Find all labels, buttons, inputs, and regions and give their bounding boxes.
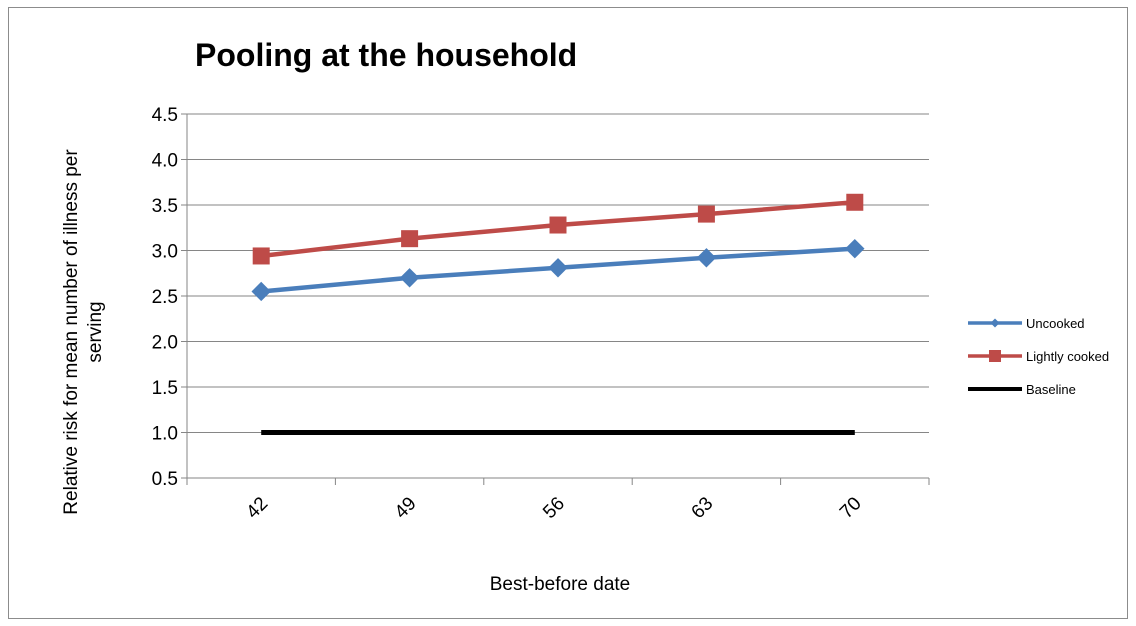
data-point-uncooked bbox=[548, 258, 568, 278]
legend: Uncooked Lightly cooked Baseline bbox=[968, 316, 1109, 397]
y-axis-label-line1: Relative risk for mean number of illness… bbox=[61, 149, 82, 515]
x-tick-label: 56 bbox=[539, 493, 569, 523]
x-tick-label: 49 bbox=[391, 493, 421, 523]
data-point-lightly-cooked bbox=[401, 230, 419, 248]
y-tick-label: 1.0 bbox=[152, 424, 178, 445]
y-axis-label: Relative risk for mean number of illness… bbox=[61, 149, 106, 515]
data-point-lightly-cooked bbox=[846, 193, 864, 211]
y-tick-label: 3.5 bbox=[152, 196, 178, 217]
x-tick-label: 70 bbox=[836, 493, 866, 523]
y-axis-label-line2: serving bbox=[85, 301, 106, 362]
legend-label-baseline: Baseline bbox=[1026, 382, 1076, 397]
data-point-uncooked bbox=[399, 268, 420, 288]
gridlines bbox=[181, 113, 929, 479]
legend-marker-uncooked bbox=[990, 318, 1000, 328]
x-tick-labels: 42 49 56 63 70 bbox=[242, 493, 865, 523]
data-point-uncooked bbox=[251, 281, 271, 302]
data-point-uncooked bbox=[696, 248, 717, 268]
x-axis-label: Best-before date bbox=[490, 574, 630, 595]
x-tick-label: 42 bbox=[242, 493, 272, 523]
legend-label-lightly-cooked: Lightly cooked bbox=[1026, 349, 1109, 364]
chart-frame bbox=[8, 7, 1128, 619]
y-tick-label: 2.0 bbox=[152, 333, 178, 354]
data-point-uncooked bbox=[845, 238, 865, 259]
x-tick-label: 63 bbox=[688, 493, 718, 523]
y-tick-label: 2.5 bbox=[152, 287, 178, 308]
chart-title: Pooling at the household bbox=[195, 37, 577, 73]
data-point-lightly-cooked bbox=[252, 247, 270, 265]
y-tick-label: 0.5 bbox=[152, 469, 178, 490]
data-point-lightly-cooked bbox=[697, 205, 715, 223]
y-tick-labels: 0.5 1.0 1.5 2.0 2.5 3.0 3.5 4.0 4.5 bbox=[152, 105, 178, 490]
y-tick-label: 3.0 bbox=[152, 242, 178, 263]
axes bbox=[186, 114, 930, 485]
legend-label-uncooked: Uncooked bbox=[1026, 316, 1085, 331]
data-point-lightly-cooked bbox=[549, 216, 567, 234]
legend-marker-lightly-cooked bbox=[989, 350, 1001, 362]
y-tick-label: 4.0 bbox=[152, 151, 178, 172]
series-lines bbox=[251, 193, 865, 435]
y-tick-label: 4.5 bbox=[152, 105, 178, 126]
y-tick-label: 1.5 bbox=[152, 378, 178, 399]
